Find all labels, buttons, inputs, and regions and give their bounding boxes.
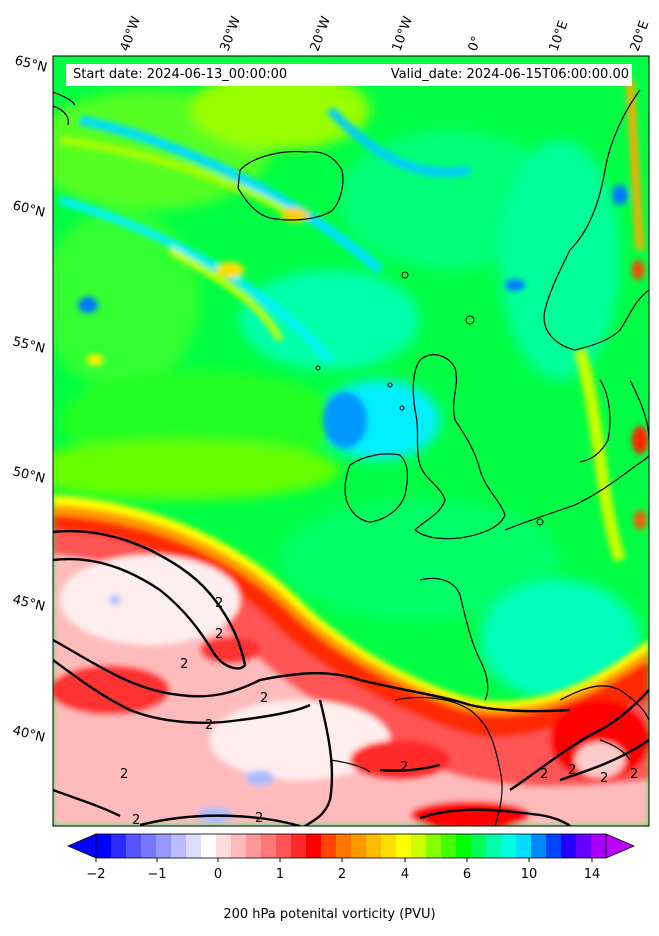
colorbar-cell [156,834,172,858]
colorbar-cell [576,834,592,858]
lon-label: 40°W [118,14,144,53]
contour-label: 2 [540,767,548,782]
colorbar-cell [201,834,217,858]
colorbar-cell [561,834,577,858]
islands [315,271,544,526]
lon-label: 20°W [308,14,334,53]
pv-field: 2 2 2 2 2 2 2 2 2 2 2 2 2 [53,56,649,828]
colorbar: −2 −1 0 1 2 4 6 10 14 [66,833,636,882]
header-box [66,64,632,86]
colorbar-cell [321,834,337,858]
contour-label: 2 [120,767,128,782]
colorbar-cell [246,834,262,858]
colorbar-cell [186,834,202,858]
lat-label: 60°N [11,198,46,220]
lon-label: 30°W [218,14,244,53]
lon-label: 20°E [628,19,653,54]
colorbar-cell [291,834,307,858]
colorbar-cell [216,834,232,858]
colorbar-cell [96,834,112,858]
start-date: Start date: 2024-06-13_00:00:00 [73,67,288,82]
colorbar-cell [591,834,607,858]
contour-label: 2 [215,627,223,642]
colorbar-cell [231,834,247,858]
colorbar-tick-label: 1 [276,867,284,882]
lat-label: 55°N [11,334,46,356]
lat-label: 65°N [13,53,48,75]
colorbar-cell [111,834,127,858]
lat-label: 45°N [11,592,46,614]
colorbar-cell [126,834,142,858]
lon-label: 10°W [390,14,416,53]
colorbar-tick-label: 10 [521,867,538,882]
contour-label: 2 [255,811,263,826]
colorbar-cell [426,834,442,858]
lat-label: 50°N [11,464,46,486]
colorbar-title: 200 hPa potenital vorticity (PVU) [223,907,436,922]
contour-label: 2 [600,771,608,786]
colorbar-tick-label: −1 [147,867,166,882]
colorbar-cell [276,834,292,858]
colorbar-cell [441,834,457,858]
contour-label: 2 [132,813,140,828]
map-frame [52,55,650,827]
colorbar-tick-label: −2 [86,867,105,882]
colorbar-cell [531,834,547,858]
colorbar-under-arrow [66,833,97,859]
contour-label: 2 [180,657,188,672]
lon-label: 10°E [547,19,572,54]
colorbar-cell [336,834,352,858]
lat-label: 40°N [11,723,46,745]
colorbar-cell [381,834,397,858]
coastlines [53,89,649,826]
colorbar-cell [546,834,562,858]
contour-label: 2 [568,763,576,778]
colorbar-tick-label: 0 [214,867,222,882]
contour-label: 2 [215,596,223,611]
colorbar-tick-label: 4 [401,867,409,882]
contour-label: 2 [260,691,268,706]
colorbar-cell [456,834,472,858]
valid-date: Valid_date: 2024-06-15T06:00:00.00 [390,67,629,82]
colorbar-cell [261,834,277,858]
colorbar-tick-label: 14 [584,867,601,882]
colorbar-cell [411,834,427,858]
colorbar-tick-label: 6 [463,867,471,882]
colorbar-cell [351,834,367,858]
colorbar-cell [306,834,322,858]
contour-label: 2 [400,760,408,775]
colorbar-cell [366,834,382,858]
colorbar-tick-label: 2 [338,867,346,882]
colorbar-cell [471,834,487,858]
colorbar-cell [486,834,502,858]
colorbar-cell [171,834,187,858]
colorbar-cell [516,834,532,858]
lon-label: 0° [466,34,485,53]
colorbar-cell [396,834,412,858]
colorbar-cell [501,834,517,858]
colorbar-cell [141,834,157,858]
colorbar-over-arrow [605,833,636,859]
contour-label: 2 [205,718,213,733]
contour-label: 2 [630,767,638,782]
